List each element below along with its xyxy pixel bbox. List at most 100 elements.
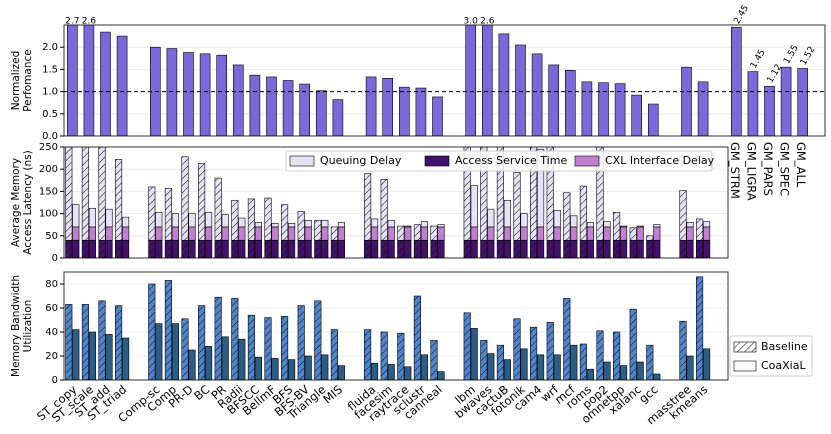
bar-segment xyxy=(653,226,661,241)
legend-label: Access Service Time xyxy=(455,154,567,167)
bar-segment xyxy=(387,219,395,228)
bar-segment xyxy=(181,239,189,258)
bar xyxy=(764,85,775,136)
bar xyxy=(365,76,377,136)
bar-segment xyxy=(470,185,478,228)
bar-segment xyxy=(537,226,545,241)
bar-segment xyxy=(570,226,578,241)
bar-segment xyxy=(404,226,412,241)
bar xyxy=(266,76,277,136)
bar-segment xyxy=(122,216,130,228)
bar xyxy=(679,320,687,380)
bar-segment xyxy=(603,221,611,228)
bar xyxy=(404,366,412,380)
bar xyxy=(382,77,394,136)
x-tick-label: gcc xyxy=(636,382,660,406)
bar xyxy=(387,364,395,380)
bar-segment xyxy=(430,225,438,241)
bar-segment xyxy=(686,226,694,241)
y-axis-label: Memory Bandwidth xyxy=(10,275,22,377)
bar xyxy=(314,300,322,380)
bar-segment xyxy=(281,204,289,241)
bar-segment xyxy=(387,239,395,258)
bar-segment xyxy=(81,147,89,241)
y-tick-label: 50 xyxy=(45,231,58,242)
y-tick-label: 150 xyxy=(39,186,58,197)
bar-segment xyxy=(553,226,561,241)
bar-segment xyxy=(105,208,113,228)
bar-segment xyxy=(171,226,179,241)
y-tick-label: 1.0 xyxy=(42,87,58,98)
bar-segment xyxy=(314,239,322,258)
plot-frame xyxy=(63,271,729,381)
bar-segment xyxy=(380,179,388,241)
bar xyxy=(620,365,628,380)
bar xyxy=(797,68,809,136)
bar xyxy=(413,295,421,380)
bar-segment xyxy=(420,239,428,258)
bar-segment xyxy=(198,239,206,258)
bar-segment xyxy=(646,239,654,258)
value-label: 2.6 xyxy=(480,17,495,27)
bar xyxy=(249,74,261,136)
bar-segment xyxy=(703,226,711,241)
y-tick-label: 0 xyxy=(52,253,58,264)
bar-segment xyxy=(254,222,262,228)
bar xyxy=(636,361,644,380)
bar-segment xyxy=(620,225,628,228)
bar xyxy=(681,66,692,136)
y-tick-label: 0 xyxy=(52,375,58,386)
legend-label: Baseline xyxy=(761,340,808,353)
plot-frame xyxy=(63,146,729,259)
bar-segment xyxy=(164,239,172,258)
bar xyxy=(703,348,711,380)
bar-segment xyxy=(271,239,279,258)
bar xyxy=(420,354,428,380)
bar-segment xyxy=(72,204,80,228)
bar xyxy=(221,336,229,380)
bar xyxy=(148,283,156,380)
bar-segment xyxy=(503,239,511,258)
value-label: 2.6 xyxy=(82,17,97,27)
bar-segment xyxy=(620,239,628,258)
bar-segment xyxy=(247,239,255,258)
bar-segment xyxy=(537,239,545,258)
bar-segment xyxy=(530,147,538,241)
bar-segment xyxy=(397,239,405,258)
bar xyxy=(546,322,554,380)
bar-segment xyxy=(281,239,289,258)
bar-segment xyxy=(98,239,106,258)
bar-segment xyxy=(503,199,511,228)
bar-segment xyxy=(586,222,594,228)
plot-area xyxy=(65,147,711,258)
bar-segment xyxy=(155,211,163,228)
plot-frame xyxy=(63,24,826,137)
x-tick-label: GM_STRM xyxy=(728,142,742,199)
bar xyxy=(282,80,294,136)
bar xyxy=(281,316,289,380)
bar xyxy=(105,334,113,380)
bar xyxy=(171,323,179,380)
bar-segment xyxy=(653,224,661,228)
bar-segment xyxy=(238,239,246,258)
bar-segment xyxy=(430,239,438,258)
bar-segment xyxy=(420,226,428,241)
value-label: 2.7 xyxy=(65,17,79,27)
bar-segment xyxy=(254,226,262,241)
bar-segment xyxy=(171,213,179,228)
bar xyxy=(116,35,128,136)
y-tick-label: 80 xyxy=(45,279,58,290)
bar-segment xyxy=(513,172,521,241)
bar xyxy=(498,33,510,136)
bar xyxy=(470,328,478,380)
bar-segment xyxy=(546,239,554,258)
bar-segment xyxy=(198,163,206,241)
bar xyxy=(432,96,443,136)
y-axis-label: Utilization xyxy=(22,300,34,353)
bar xyxy=(686,355,694,380)
y-tick-label: 40 xyxy=(45,327,58,338)
bar xyxy=(481,25,493,136)
y-tick-label: 200 xyxy=(39,164,58,175)
legend-swatch xyxy=(733,341,757,353)
